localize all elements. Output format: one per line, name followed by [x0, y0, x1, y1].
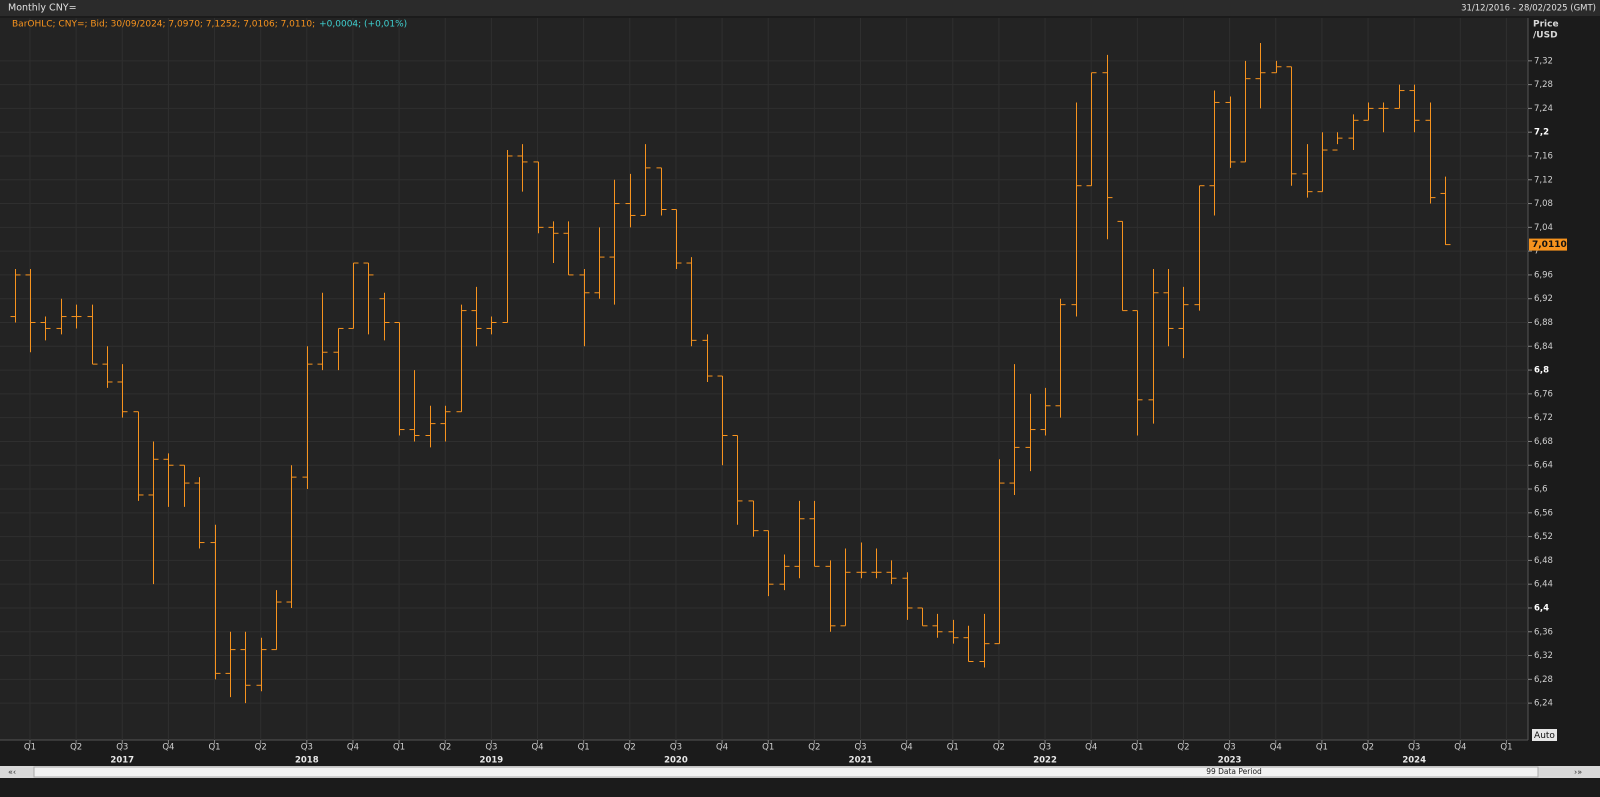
y-ticks: 6,24 6,28 6,32 6,36 6,4 6,44 6,48 6,52 6,56 6,6 6,… [1528, 56, 1553, 709]
y-tick-label: 6,96 [1534, 270, 1553, 280]
x-tick-label: Q2 [1362, 743, 1374, 753]
y-tick-label: 6,32 [1534, 651, 1553, 661]
x-tick-label: Q4 [162, 743, 174, 753]
x-tick-label: Q1 [208, 743, 220, 753]
year-label: 2020 [664, 756, 688, 766]
y-tick-label: 6,72 [1534, 413, 1553, 423]
y-tick-label: 7,28 [1534, 80, 1553, 90]
year-label: 2023 [1218, 756, 1242, 766]
y-tick-label: 6,44 [1534, 580, 1553, 590]
x-tick-label: Q1 [393, 743, 405, 753]
y-tick-label: 7,12 [1534, 175, 1553, 185]
y-tick-label: 6,6 [1534, 485, 1548, 495]
x-tick-label: Q4 [1085, 743, 1097, 753]
x-tick-label: Q4 [347, 743, 359, 753]
legend-change: +0,0004; (+0,01%) [319, 20, 407, 30]
y-tick-label: 6,88 [1534, 318, 1553, 328]
x-tick-label: Q1 [1131, 743, 1143, 753]
y-tick-label: 6,4 [1534, 603, 1549, 613]
y-tick-label: 7,16 [1534, 151, 1553, 161]
y-tick-label: 6,92 [1534, 294, 1553, 304]
x-tick-label: Q3 [670, 743, 682, 753]
y-tick-label: 6,64 [1534, 461, 1553, 471]
x-tick-label: Q4 [716, 743, 728, 753]
y-tick-label: 6,24 [1534, 699, 1553, 709]
x-tick-label: Q3 [116, 743, 128, 753]
x-tick-label: Q3 [1039, 743, 1051, 753]
y-tick-label: 6,84 [1534, 342, 1553, 352]
title-bar [0, 0, 1600, 16]
y-axis-panel [1528, 18, 1600, 740]
last-value-marker [1529, 238, 1567, 251]
x-tick-label: Q2 [439, 743, 451, 753]
x-tick-label: Q2 [624, 743, 636, 753]
date-range: 31/12/2016 - 28/02/2025 (GMT) [1461, 4, 1596, 14]
legend-text: BarOHLC; CNY=; Bid; 30/09/2024; 7,0970; … [12, 20, 315, 30]
x-tick-label: Q4 [1270, 743, 1282, 753]
plot-area [0, 18, 1528, 740]
x-tick-label: Q4 [1454, 743, 1466, 753]
x-tick-label: Q2 [1177, 743, 1189, 753]
x-tick-label: Q2 [993, 743, 1005, 753]
x-ticks: Q1 Q2 Q3 Q4 Q1 Q2 Q3 Q4 Q1 Q2 Q3 Q4 Q1 Q2 Q3 Q4 Q1 Q2 Q3 Q4… [24, 740, 1513, 766]
scroll-left[interactable]: «‹ [8, 768, 16, 777]
y-tick-label: 7,04 [1534, 223, 1553, 233]
y-axis-label: Price [1533, 20, 1559, 30]
scroll-right[interactable]: ›» [1574, 768, 1582, 777]
y-tick-label: 6,56 [1534, 508, 1553, 518]
year-label: 2019 [480, 756, 504, 766]
last-value-label: 7,0110 [1532, 240, 1567, 250]
year-label: 2017 [110, 756, 134, 766]
year-label: 2021 [849, 756, 873, 766]
x-tick-label: Q1 [947, 743, 959, 753]
x-tick-label: Q3 [854, 743, 866, 753]
x-tick-label: Q4 [531, 743, 543, 753]
year-label: 2018 [295, 756, 319, 766]
y-tick-label: 6,36 [1534, 627, 1553, 637]
x-tick-label: Q2 [70, 743, 82, 753]
auto-button[interactable] [1532, 729, 1557, 741]
bars [10, 42, 1451, 704]
x-tick-label: Q2 [808, 743, 820, 753]
x-tick-label: Q2 [255, 743, 267, 753]
y-tick-label: 7,32 [1534, 56, 1553, 66]
x-tick-label: Q1 [1316, 743, 1328, 753]
y-tick-label: 7,2 [1534, 128, 1549, 138]
x-tick-label: Q3 [301, 743, 313, 753]
year-label: 2024 [1402, 756, 1426, 766]
y-tick-label: 6,8 [1534, 366, 1549, 376]
x-tick-label: Q3 [1408, 743, 1420, 753]
x-tick-label: Q1 [762, 743, 774, 753]
chart-title: Monthly CNY= [8, 3, 77, 14]
x-tick-label: Q3 [485, 743, 497, 753]
x-tick-label: Q3 [1224, 743, 1236, 753]
x-tick-label: Q1 [1500, 743, 1512, 753]
year-label: 2022 [1033, 756, 1057, 766]
y-tick-label: 6,52 [1534, 532, 1553, 542]
x-tick-label: Q1 [24, 743, 36, 753]
y-tick-label: 6,28 [1534, 675, 1553, 685]
auto-button-label[interactable]: Auto [1534, 731, 1555, 741]
x-tick-label: Q1 [578, 743, 590, 753]
grid [0, 18, 1528, 740]
y-axis-unit: /USD [1533, 31, 1558, 41]
y-tick-label: 7,08 [1534, 199, 1553, 209]
y-tick-label: 7,24 [1534, 104, 1553, 114]
x-tick-label: Q4 [901, 743, 913, 753]
y-tick-label: 7 [1534, 247, 1539, 257]
scroll-label: 99 Data Period [1206, 767, 1262, 776]
y-tick-label: 6,76 [1534, 389, 1553, 399]
y-tick-label: 6,68 [1534, 437, 1553, 447]
scroll-thumb[interactable] [33, 766, 1539, 778]
y-tick-label: 6,48 [1534, 556, 1553, 566]
